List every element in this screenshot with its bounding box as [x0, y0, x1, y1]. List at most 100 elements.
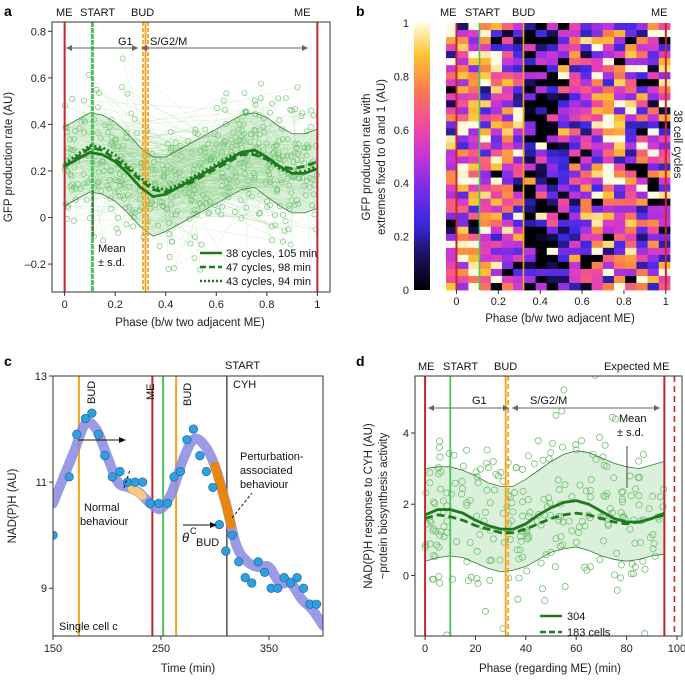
d-scatter-point [524, 568, 530, 574]
heatmap-cell [491, 79, 503, 86]
heatmap-cell [536, 121, 548, 128]
heatmap-cell [491, 93, 503, 100]
c-data-point [247, 579, 256, 588]
panel-d-legend: 304 183 cells [540, 611, 611, 639]
heatmap-cell [580, 114, 592, 121]
heatmap-cell [547, 86, 559, 93]
heatmap-cell [480, 107, 492, 114]
panel-d-legend-1: 304 [567, 611, 585, 623]
colorbar-tick-label: 1 [403, 18, 409, 30]
c-data-point [189, 425, 198, 434]
heatmap-cell [468, 86, 480, 93]
heatmap-cell [502, 72, 514, 79]
heatmap-cell [625, 185, 637, 192]
colorbar-tick-label: 0.2 [394, 232, 409, 244]
heatmap-cell [636, 121, 648, 128]
heatmap-cell [603, 234, 615, 241]
heatmap-cell [547, 185, 559, 192]
heatmap-cell [536, 23, 548, 30]
heatmap-cell [603, 142, 615, 149]
heatmap-cell [603, 149, 615, 156]
heatmap-cell [558, 121, 570, 128]
heatmap-cell [480, 206, 492, 213]
heatmap-cell [625, 135, 637, 142]
heatmap-cell [468, 37, 480, 44]
heatmap-cell [468, 255, 480, 262]
heatmap-cell [614, 262, 626, 269]
heatmap-cell [468, 241, 480, 248]
heatmap-cell [524, 86, 536, 93]
panel-a-xtick-label: 0 [62, 299, 68, 311]
heatmap-cell [648, 142, 660, 149]
heatmap-cell [603, 269, 615, 276]
heatmap-cell [524, 23, 536, 30]
heatmap-cell [569, 86, 581, 93]
heatmap-cell [457, 283, 469, 290]
heatmap-cell [659, 227, 671, 234]
heatmap-cell [558, 276, 570, 283]
heatmap-cell [625, 100, 637, 107]
heatmap-cell [569, 199, 581, 206]
heatmap-cell [603, 51, 615, 58]
heatmap-cell [536, 107, 548, 114]
heatmap-cell [558, 248, 570, 255]
d-scatter-point [587, 564, 593, 570]
heatmap-cell [468, 206, 480, 213]
heatmap-cell [502, 128, 514, 135]
heatmap-cell [536, 114, 548, 121]
panel-c-perturb-2: associated [240, 465, 293, 477]
heatmap-cell [648, 149, 660, 156]
heatmap-cell [636, 51, 648, 58]
heatmap-cell [569, 142, 581, 149]
heatmap-cell [457, 121, 469, 128]
heatmap-cell [659, 51, 671, 58]
heatmap-cell [625, 128, 637, 135]
heatmap-cell [648, 192, 660, 199]
d-scatter-point [482, 608, 488, 614]
heatmap-cell [558, 128, 570, 135]
c-data-point [72, 430, 81, 439]
panel-c-bud-2: BUD [182, 383, 194, 406]
panel-a-ytick-label: 0.8 [31, 26, 46, 38]
heatmap-cell [524, 51, 536, 58]
heatmap-cell [491, 276, 503, 283]
heatmap-cell [502, 79, 514, 86]
heatmap-cell [636, 213, 648, 220]
c-data-point [234, 557, 243, 566]
heatmap-cell [491, 114, 503, 121]
heatmap-cell [648, 255, 660, 262]
c-data-point [260, 568, 269, 577]
panel-b-ylabel-1: GFP production rate with [361, 94, 373, 221]
heatmap-cell [536, 220, 548, 227]
heatmap-cell [558, 269, 570, 276]
heatmap-cell [569, 269, 581, 276]
panel-d-xtick-label: 100 [668, 643, 685, 655]
panel-a-start: START [80, 7, 115, 19]
colorbar-ticks: 00.20.40.60.81 [394, 18, 409, 297]
heatmap-cell [592, 283, 604, 290]
heatmap-cell [524, 206, 536, 213]
heatmap-cell [524, 234, 536, 241]
heatmap-cell [480, 171, 492, 178]
heatmap-cell [648, 51, 660, 58]
heatmap-cell [592, 65, 604, 72]
heatmap-cell [569, 93, 581, 100]
heatmap-cell [558, 79, 570, 86]
heatmap-cell [625, 171, 637, 178]
heatmap-cell [636, 114, 648, 121]
heatmap-cell [648, 114, 660, 121]
heatmap-cell [580, 199, 592, 206]
heatmap-cell [636, 178, 648, 185]
heatmap-cell [468, 23, 480, 30]
heatmap-cell [524, 128, 536, 135]
heatmap-cell [468, 269, 480, 276]
heatmap-cell [636, 276, 648, 283]
heatmap-cell [491, 86, 503, 93]
panel-b-start: START [465, 7, 500, 19]
c-data-point [228, 531, 237, 540]
heatmap-cell [659, 213, 671, 220]
heatmap-cell [457, 114, 469, 121]
panel-a-me-right: ME [294, 7, 311, 19]
heatmap-cell [580, 58, 592, 65]
heatmap-cell [614, 220, 626, 227]
